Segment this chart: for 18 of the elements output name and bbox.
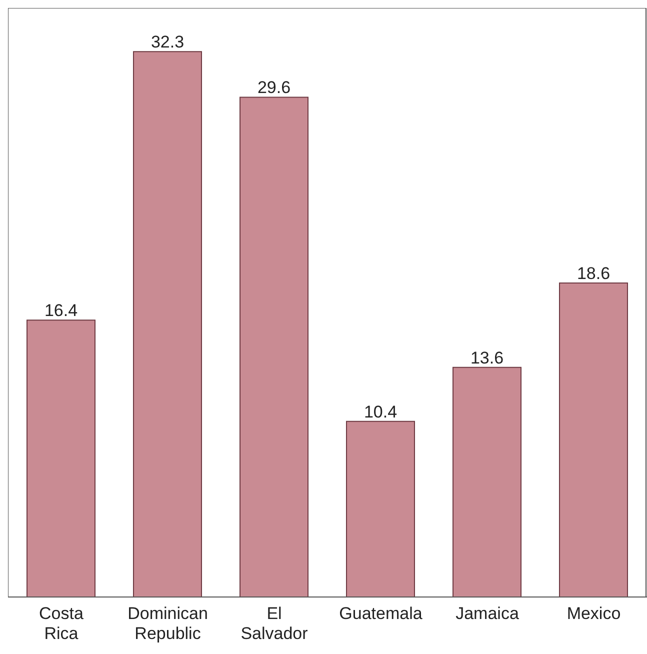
bar	[133, 51, 202, 598]
x-tick-label: El Salvador	[240, 604, 308, 643]
data-label: 32.3	[150, 32, 184, 52]
x-tick-label: Costa Rica	[39, 604, 84, 643]
data-label: 13.6	[470, 348, 504, 368]
bar	[452, 366, 522, 598]
x-tick-label: Mexico	[566, 604, 621, 623]
x-tick-label: Guatemala	[339, 604, 423, 623]
data-label: 10.4	[364, 402, 398, 422]
x-tick-label: Jamaica	[456, 604, 520, 623]
bar	[559, 282, 628, 598]
bar	[240, 96, 308, 598]
x-tick-label: Dominican Republic	[128, 604, 208, 643]
bar	[346, 420, 415, 598]
bar	[26, 320, 96, 598]
data-label: 18.6	[576, 264, 610, 283]
data-label: 29.6	[257, 78, 291, 98]
data-label: 16.4	[44, 301, 78, 320]
